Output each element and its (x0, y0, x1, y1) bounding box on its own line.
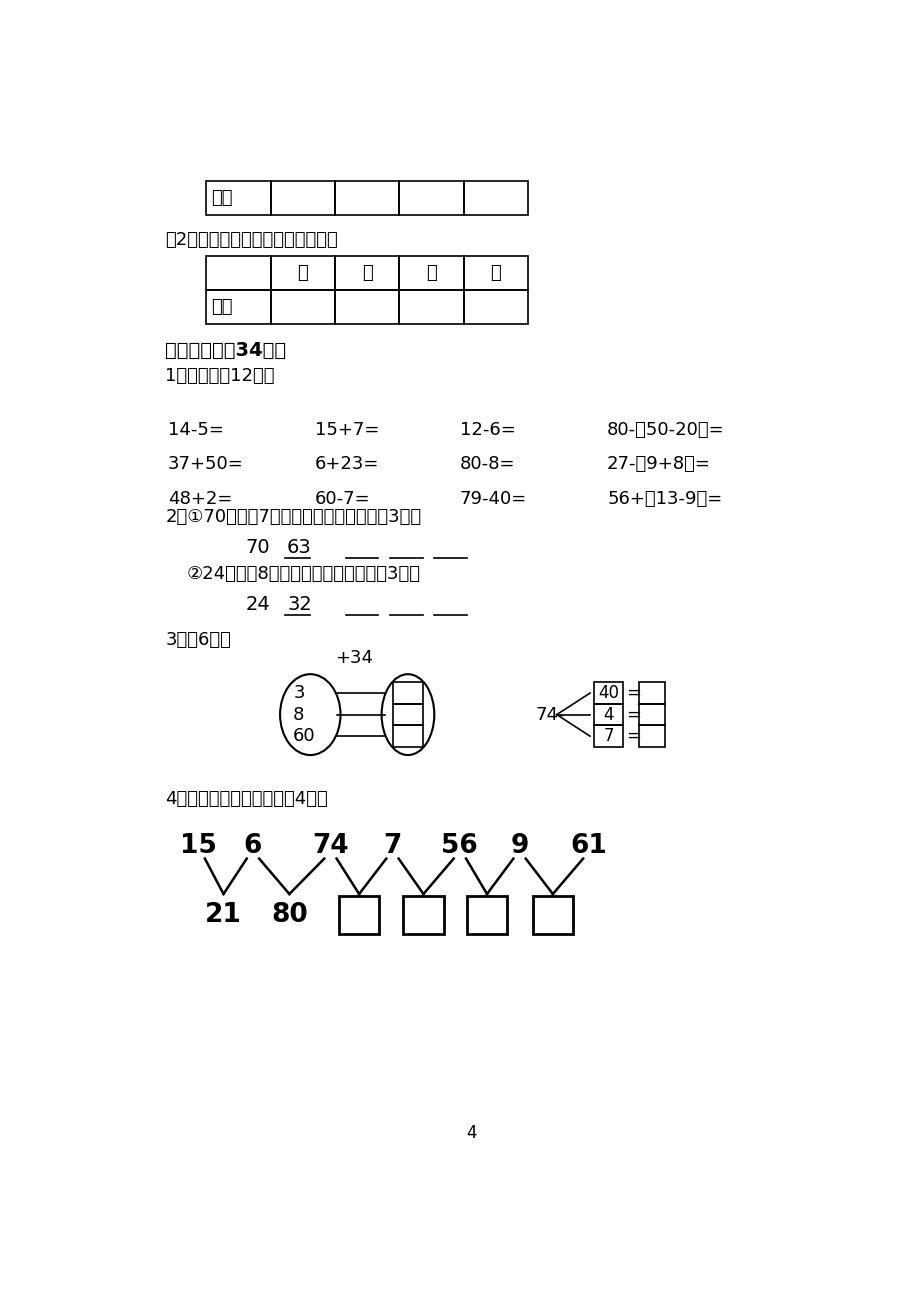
Text: 4: 4 (466, 1123, 476, 1141)
Text: 24: 24 (245, 595, 269, 614)
Bar (392, 704, 422, 726)
Text: 张数: 张数 (210, 298, 233, 317)
Text: 80: 80 (271, 902, 308, 928)
Text: ②24连续加8，写出每次加得的和。（3分）: ②24连续加8，写出每次加得的和。（3分） (186, 564, 420, 582)
Text: 6+23=: 6+23= (314, 455, 379, 473)
Text: 40: 40 (597, 684, 618, 702)
Text: 4: 4 (603, 706, 613, 723)
Text: =: = (626, 727, 641, 745)
Text: 80-8=: 80-8= (460, 455, 515, 473)
Text: 7: 7 (603, 727, 613, 745)
Bar (270, 181, 335, 215)
Text: 我: 我 (361, 265, 372, 283)
Text: 74-: 74- (535, 706, 564, 723)
Text: 张数: 张数 (210, 189, 233, 207)
Bar (638, 704, 664, 726)
Text: =: = (626, 706, 641, 723)
Bar (335, 181, 399, 215)
Text: 21: 21 (205, 902, 242, 928)
Text: =: = (626, 684, 641, 702)
Bar (392, 683, 422, 704)
Text: 15+7=: 15+7= (314, 421, 379, 439)
Bar (463, 181, 528, 215)
Bar (638, 726, 664, 747)
Bar (594, 726, 623, 747)
Bar (638, 683, 664, 704)
Text: 五、计算。（34分）: 五、计算。（34分） (165, 341, 286, 360)
Text: 14-5=: 14-5= (167, 421, 223, 439)
Text: 爱: 爱 (297, 265, 308, 283)
Bar (270, 257, 335, 291)
Text: 3: 3 (293, 684, 304, 702)
Text: 80-（50-20）=: 80-（50-20）= (607, 421, 724, 439)
Bar (338, 895, 379, 934)
Text: 2、①70连续减7，写出每次减得的差。（3分）: 2、①70连续减7，写出每次减得的差。（3分） (165, 508, 421, 525)
Bar (594, 704, 623, 726)
Text: 79-40=: 79-40= (460, 490, 527, 508)
Bar (392, 726, 422, 747)
Text: 60-7=: 60-7= (314, 490, 370, 508)
Text: 61: 61 (571, 833, 607, 859)
Text: 70: 70 (245, 538, 269, 556)
Bar (399, 257, 463, 291)
Bar (270, 291, 335, 324)
Text: 7: 7 (383, 833, 402, 859)
Bar (335, 291, 399, 324)
Bar (466, 895, 506, 934)
Text: 12-6=: 12-6= (460, 421, 515, 439)
Text: +34: +34 (335, 649, 372, 667)
Bar (463, 291, 528, 324)
Text: 3、（6分）: 3、（6分） (165, 631, 231, 649)
Text: 74: 74 (312, 833, 348, 859)
Bar (206, 181, 270, 215)
Text: 华: 华 (490, 265, 501, 283)
Text: 37+50=: 37+50= (167, 455, 244, 473)
Bar (399, 291, 463, 324)
Text: （2）把上面的卡片按文字分一分。: （2）把上面的卡片按文字分一分。 (165, 231, 338, 249)
Text: 32: 32 (287, 595, 312, 614)
Text: 60: 60 (293, 727, 315, 745)
Text: 1、口算。（12分）: 1、口算。（12分） (165, 367, 275, 384)
Bar (206, 291, 270, 324)
Text: 8: 8 (293, 706, 304, 723)
Bar (206, 257, 270, 291)
Text: 56: 56 (441, 833, 478, 859)
Bar (403, 895, 443, 934)
Bar (335, 257, 399, 291)
Text: 56+（13-9）=: 56+（13-9）= (607, 490, 721, 508)
Text: 48+2=: 48+2= (167, 490, 232, 508)
Text: 9: 9 (510, 833, 528, 859)
Bar (532, 895, 573, 934)
Bar (463, 257, 528, 291)
Bar (594, 683, 623, 704)
Text: 27-（9+8）=: 27-（9+8）= (607, 455, 710, 473)
Text: 4、先观察，再填一填。（4分）: 4、先观察，再填一填。（4分） (165, 791, 328, 808)
Text: 中: 中 (425, 265, 437, 283)
Text: 15: 15 (180, 833, 217, 859)
Text: 6: 6 (244, 833, 262, 859)
Bar (399, 181, 463, 215)
Text: 63: 63 (287, 538, 312, 556)
